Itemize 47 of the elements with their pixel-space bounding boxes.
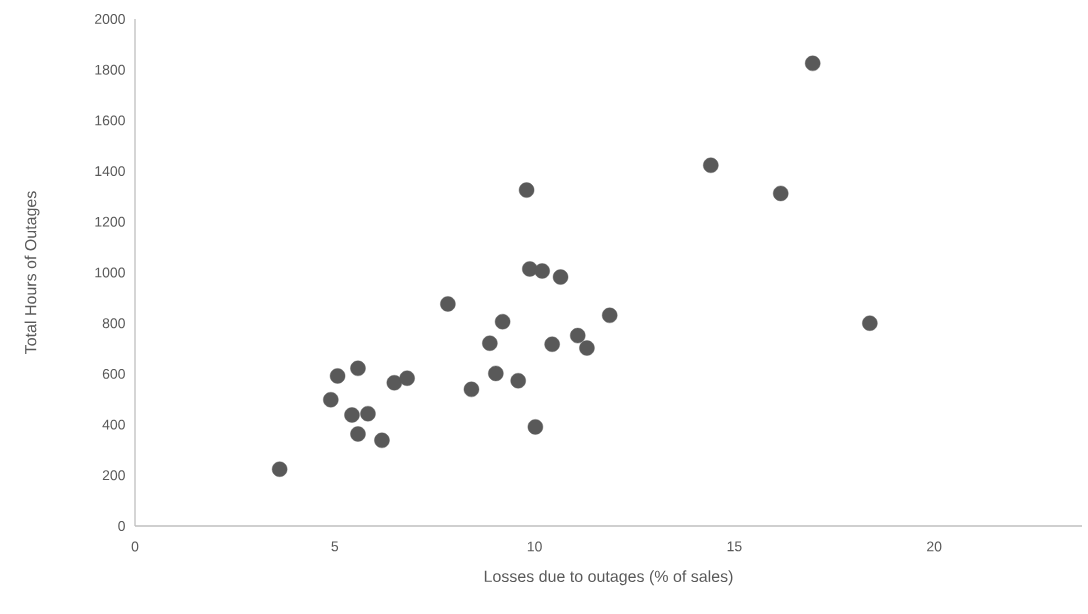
point [323, 392, 339, 408]
point [482, 335, 498, 351]
point [544, 336, 560, 352]
x-axis-title: Losses due to outages (% of sales) [484, 570, 733, 586]
point [510, 373, 526, 389]
point [579, 340, 595, 356]
point [494, 313, 511, 330]
x-tick-label: 0 [131, 541, 139, 552]
y-tick-label: 400 [102, 419, 125, 430]
point [534, 263, 550, 279]
point [602, 307, 618, 324]
y-tick-label: 1000 [95, 267, 125, 278]
point [518, 182, 535, 198]
point [463, 381, 480, 398]
point [360, 406, 376, 422]
y-tick-label: 1400 [95, 166, 125, 177]
x-tick-label: 10 [527, 541, 542, 552]
x-tick-label: 5 [331, 541, 339, 552]
point [527, 419, 544, 435]
y-tick-label: 0 [118, 521, 125, 531]
point [703, 157, 719, 173]
point [329, 368, 346, 384]
y-tick-label: 1800 [95, 64, 125, 75]
x-tick-label: 20 [927, 541, 942, 552]
point [399, 370, 415, 386]
point [862, 315, 878, 331]
point [344, 407, 360, 423]
point [522, 261, 538, 277]
y-tick-label: 600 [102, 368, 125, 379]
y-tick-label: 2000 [95, 14, 125, 24]
y-tick-label: 1600 [95, 115, 125, 126]
point [773, 185, 789, 202]
point [374, 432, 390, 449]
point [386, 375, 403, 391]
y-tick-label: 800 [102, 318, 125, 329]
point [804, 55, 821, 72]
x-tick-label: 15 [727, 541, 742, 552]
point [440, 296, 456, 312]
point [350, 360, 366, 377]
point [570, 327, 586, 344]
y-tick-label: 1200 [95, 216, 125, 227]
point [350, 426, 366, 442]
point [271, 461, 288, 477]
point [552, 269, 569, 285]
y-tick-label: 200 [102, 470, 125, 481]
point [488, 365, 504, 382]
y-axis-title: Total Hours of Outages [24, 191, 40, 354]
